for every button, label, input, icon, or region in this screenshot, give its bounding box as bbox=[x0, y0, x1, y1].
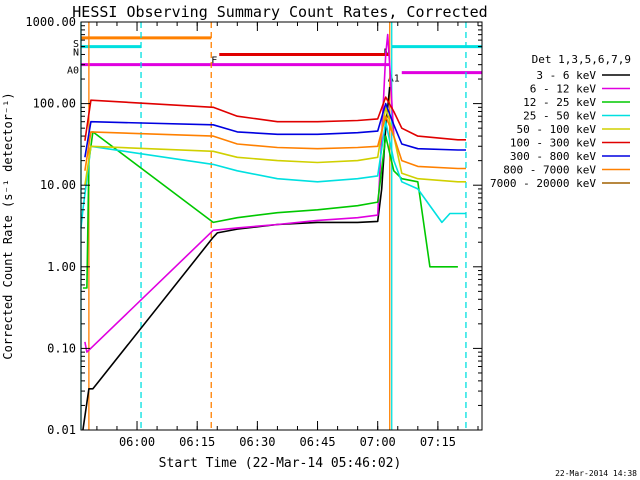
annotation-label: F bbox=[211, 55, 217, 66]
footer-timestamp: 22-Mar-2014 14:38 bbox=[555, 469, 637, 478]
y-tick-label: 0.01 bbox=[47, 423, 76, 437]
series-lines bbox=[80, 33, 466, 431]
y-tick-label: 0.10 bbox=[47, 341, 76, 355]
annotation-label: S bbox=[73, 39, 79, 50]
y-axis: 1000.00 100.00 10.00 1.00 0.10 0.01 bbox=[25, 15, 482, 437]
legend-entry-label: 6 - 12 keV bbox=[530, 83, 597, 96]
legend-entry-label: 100 - 300 keV bbox=[510, 137, 596, 150]
chart-title: HESSI Observing Summary Count Rates, Cor… bbox=[72, 3, 487, 21]
legend-entry-label: 50 - 100 keV bbox=[517, 123, 597, 136]
x-axis: 06:00 06:15 06:30 06:45 07:00 07:15 bbox=[96, 22, 479, 449]
y-tick-label: 1.00 bbox=[47, 260, 76, 274]
y-tick-label: 1000.00 bbox=[25, 15, 76, 29]
series-line bbox=[84, 115, 466, 171]
x-tick-label: 06:00 bbox=[119, 435, 155, 449]
x-tick-label: 06:45 bbox=[299, 435, 335, 449]
annotation-label: A0 bbox=[67, 66, 79, 77]
annotation-label: A1 bbox=[388, 74, 400, 85]
series-line bbox=[82, 86, 391, 431]
legend-entry-label: 300 - 800 keV bbox=[510, 150, 596, 163]
legend-entry-label: 25 - 50 keV bbox=[523, 110, 596, 123]
y-axis-label: Corrected Count Rate (s⁻¹ detector⁻¹) bbox=[1, 92, 15, 359]
x-tick-label: 06:30 bbox=[239, 435, 275, 449]
annotation-bars: SNNFA0A1 bbox=[67, 36, 482, 85]
legend-entry-label: 12 - 25 keV bbox=[523, 96, 596, 109]
x-tick-label: 07:15 bbox=[420, 435, 456, 449]
legend-entry-label: 3 - 6 keV bbox=[536, 69, 596, 82]
y-tick-label: 100.00 bbox=[33, 97, 76, 111]
x-tick-label: 07:00 bbox=[360, 435, 396, 449]
series-line bbox=[84, 33, 395, 353]
legend-title: Det 1,3,5,6,7,9 bbox=[532, 53, 631, 66]
series-line bbox=[84, 106, 466, 186]
series-line bbox=[84, 96, 466, 141]
x-axis-label: Start Time (22-Mar-14 05:46:02) bbox=[159, 456, 402, 471]
plot-frame bbox=[80, 21, 483, 431]
y-tick-label: 10.00 bbox=[40, 178, 76, 192]
x-tick-label: 06:15 bbox=[179, 435, 215, 449]
series-line bbox=[84, 102, 466, 158]
legend-entry-label: 7000 - 20000 keV bbox=[490, 177, 596, 190]
legend-entry-label: 800 - 7000 keV bbox=[503, 164, 596, 177]
vertical-markers bbox=[80, 22, 467, 430]
annotation-label: N bbox=[73, 48, 79, 59]
series-line bbox=[82, 131, 458, 289]
